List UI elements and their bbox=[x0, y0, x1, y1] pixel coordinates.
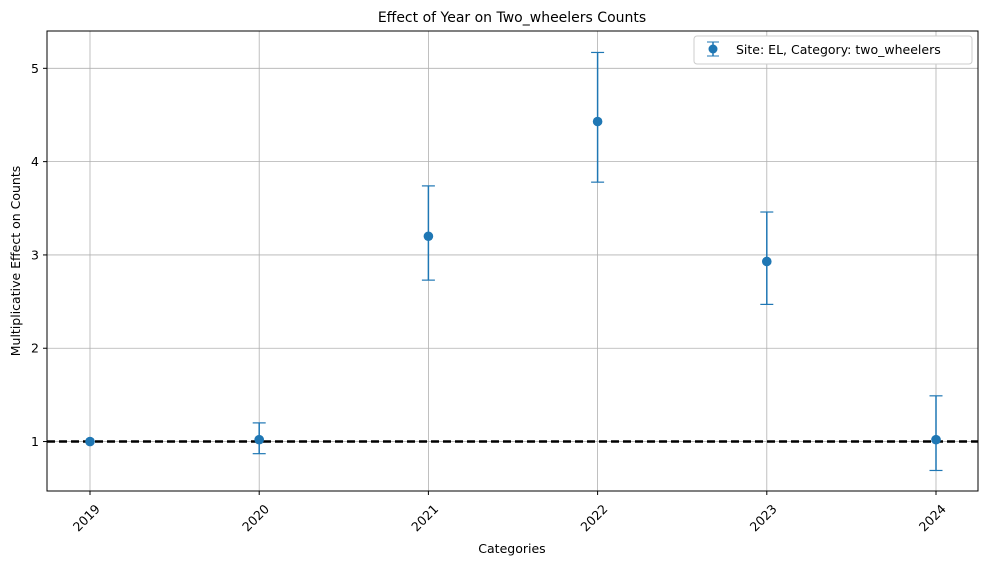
legend-box bbox=[693, 35, 973, 65]
data-point bbox=[762, 256, 772, 267]
y-tick-label: 1 bbox=[31, 434, 39, 449]
legend-label: Site: EL, Category: two_wheelers bbox=[736, 42, 941, 57]
plot-frame bbox=[46, 30, 979, 492]
x-tick-label: 2022 bbox=[577, 501, 610, 534]
data-point bbox=[592, 116, 603, 127]
x-tick-label: 2019 bbox=[70, 501, 103, 534]
data-point bbox=[931, 434, 941, 445]
y-axis-label: Multiplicative Effect on Counts bbox=[8, 166, 23, 357]
x-ticks: 2019 2020 2021 2022 2023 2024 bbox=[70, 491, 949, 534]
grid bbox=[47, 31, 978, 491]
y-tick-label: 5 bbox=[31, 61, 39, 76]
data-point bbox=[254, 434, 264, 445]
data-points bbox=[85, 116, 941, 447]
x-tick-label: 2021 bbox=[408, 501, 441, 534]
legend: Site: EL, Category: two_wheelers bbox=[693, 35, 973, 65]
x-tick-label: 2024 bbox=[916, 501, 949, 534]
x-tick-label: 2020 bbox=[239, 501, 272, 534]
data-point bbox=[423, 231, 434, 242]
y-ticks: 1 2 3 4 5 bbox=[31, 61, 47, 449]
x-tick-label: 2023 bbox=[747, 501, 780, 534]
x-axis-label: Categories bbox=[478, 541, 545, 556]
data-point bbox=[85, 436, 95, 447]
y-tick-label: 4 bbox=[31, 154, 39, 169]
chart-title: Effect of Year on Two_wheelers Counts bbox=[378, 10, 646, 26]
y-tick-label: 3 bbox=[31, 247, 39, 262]
y-tick-label: 2 bbox=[31, 341, 39, 356]
legend-marker bbox=[708, 44, 718, 54]
